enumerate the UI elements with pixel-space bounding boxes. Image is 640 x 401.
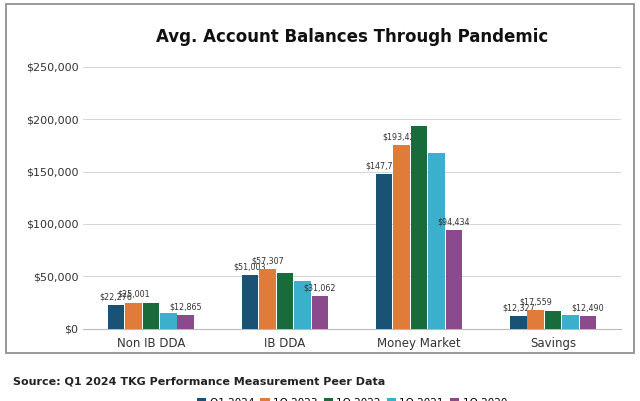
Legend: Q1 2024, 1Q 2023, 1Q 2022, 1Q 2021, 1Q 2020: Q1 2024, 1Q 2023, 1Q 2022, 1Q 2021, 1Q 2… — [193, 394, 511, 401]
Bar — [259, 269, 276, 329]
Text: $193,427: $193,427 — [383, 133, 420, 142]
Text: $22,276: $22,276 — [99, 293, 132, 302]
Text: $94,434: $94,434 — [438, 217, 470, 226]
Bar — [108, 306, 124, 329]
Bar — [411, 126, 428, 329]
Text: $31,062: $31,062 — [303, 284, 336, 293]
Bar — [510, 316, 527, 329]
Bar — [242, 275, 259, 329]
Text: $12,865: $12,865 — [170, 303, 202, 312]
Text: $57,307: $57,307 — [251, 256, 284, 265]
Text: $51,003: $51,003 — [234, 263, 266, 271]
Bar — [160, 313, 177, 329]
Bar — [445, 230, 462, 329]
Text: $147,773: $147,773 — [365, 161, 403, 170]
Bar — [563, 315, 579, 329]
Bar — [580, 316, 596, 329]
Text: Source: Q1 2024 TKG Performance Measurement Peer Data: Source: Q1 2024 TKG Performance Measurem… — [13, 377, 385, 387]
Bar — [294, 281, 310, 329]
Bar — [312, 296, 328, 329]
Text: $12,327: $12,327 — [502, 303, 534, 312]
Bar — [394, 145, 410, 329]
Bar — [177, 315, 194, 329]
Bar — [376, 174, 392, 329]
Title: Avg. Account Balances Through Pandemic: Avg. Account Balances Through Pandemic — [156, 28, 548, 46]
Bar — [545, 311, 561, 329]
Text: $17,559: $17,559 — [519, 298, 552, 307]
Bar — [125, 303, 141, 329]
Text: $12,490: $12,490 — [572, 303, 604, 312]
Text: $25,001: $25,001 — [117, 290, 150, 299]
Bar — [143, 303, 159, 329]
Bar — [428, 153, 445, 329]
Bar — [276, 273, 293, 329]
Bar — [527, 310, 544, 329]
